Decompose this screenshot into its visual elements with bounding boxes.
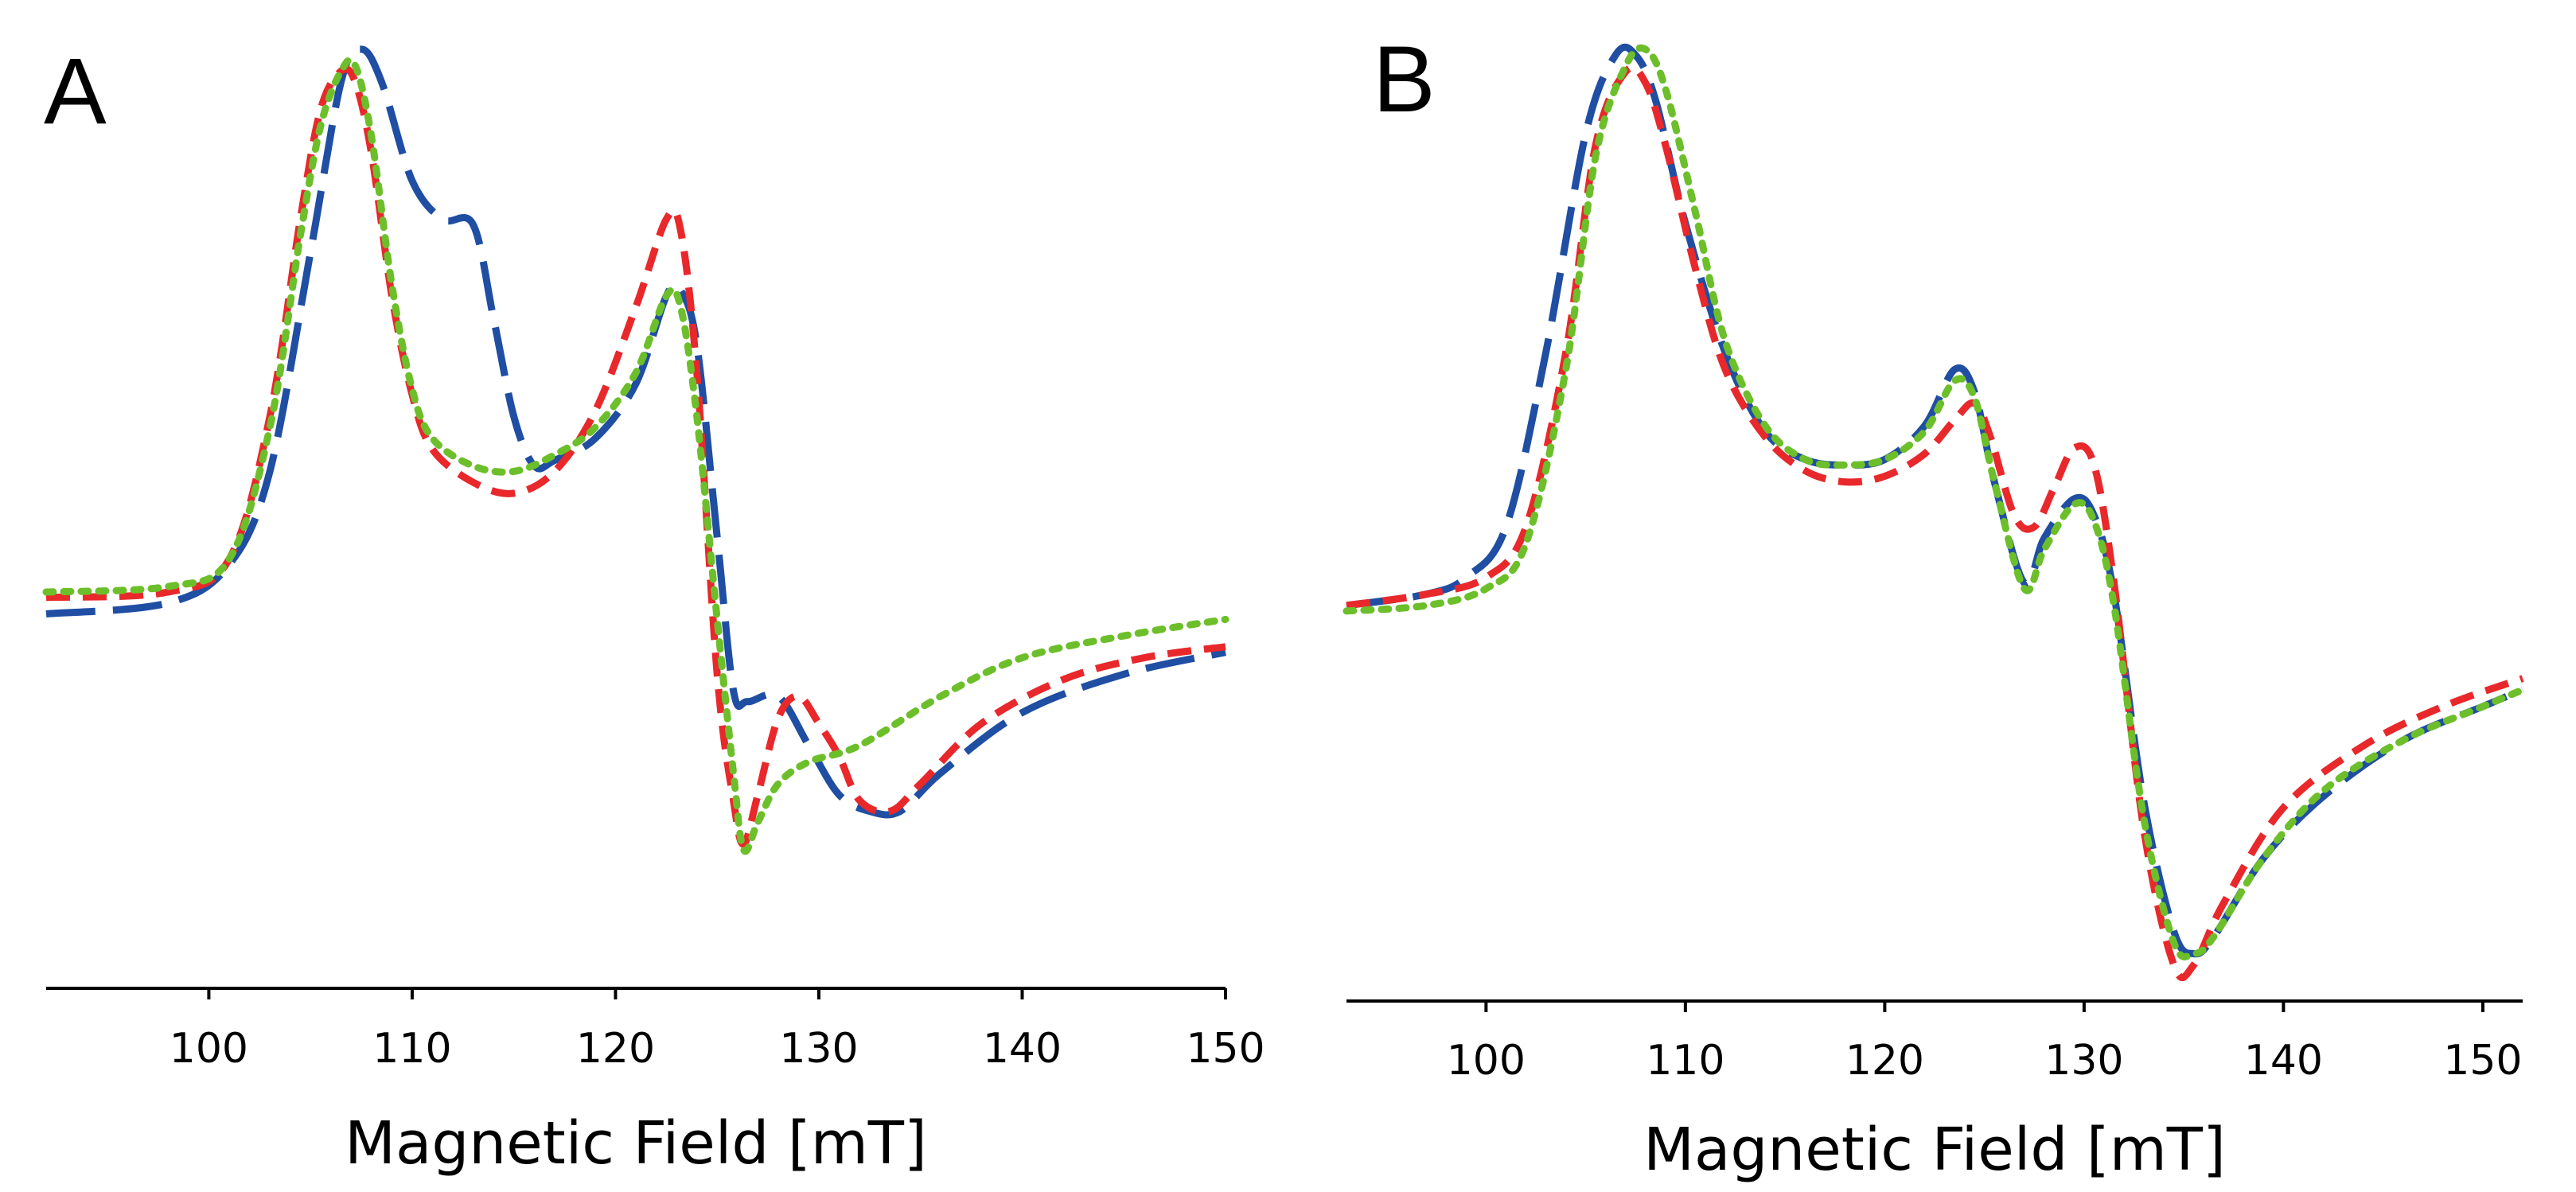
panel-b-x-tick-label-110: 110 [1646,1037,1724,1085]
panel-a-x-axis-title: Magnetic Field [mT] [345,1109,927,1178]
panel-a-series-2-line [45,65,1226,848]
panel-a-x-tick-label-150: 150 [1186,1025,1265,1073]
panel-a-label: A [44,39,107,144]
panel-a-x-tick-label-140: 140 [983,1025,1062,1073]
panel-b-series-group [1343,43,2527,981]
panel-a-x-tick-label-130: 130 [779,1025,858,1073]
panel-a-x-tick-label-100: 100 [170,1025,248,1073]
panel-b-series-3-line [1343,44,2527,960]
panel-b-x-tick-label-150: 150 [2443,1037,2522,1085]
panel-a-series-3-line [42,56,1230,855]
panel-b-label: B [1373,27,1436,132]
panel-a-ticks: 100 110 120 130 140 150 [170,988,1265,1073]
panel-b-x-tick-label-140: 140 [2244,1037,2323,1085]
panel-a-x-tick-label-120: 120 [576,1025,655,1073]
panel-a-series-1-line [45,45,1226,819]
panel-a-x-tick-label-110: 110 [372,1025,451,1073]
panel-a-series-group [42,45,1230,855]
panel-b-x-tick-label-130: 130 [2044,1037,2123,1085]
panel-b-series-2-line [1346,64,2524,981]
panel-b-x-axis-title: Magnetic Field [mT] [1643,1116,2226,1184]
panel-b: B 100 110 120 130 140 150 Magnetic Field [mT] [1343,27,2527,1184]
panel-b-ticks: 100 110 120 130 140 150 [1447,1001,2523,1085]
panel-b-x-tick-label-100: 100 [1447,1037,1526,1085]
panel-a: A 100 110 120 130 140 150 Magnetic Field [mT] [42,39,1265,1178]
panel-b-series-1-line [1346,43,2524,958]
panel-b-x-tick-label-120: 120 [1845,1037,1924,1085]
